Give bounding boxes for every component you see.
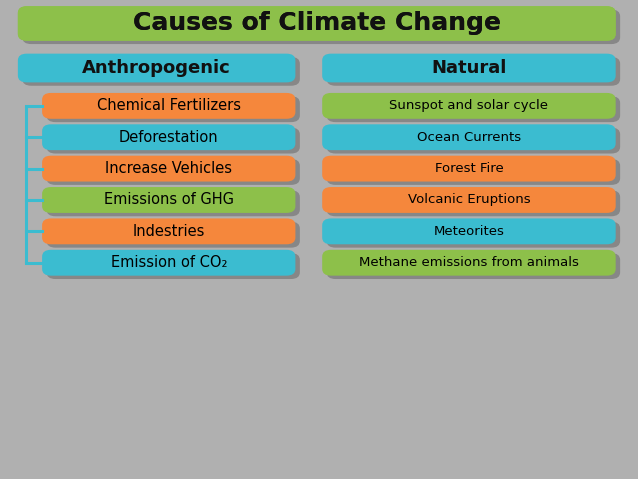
FancyBboxPatch shape: [47, 96, 300, 122]
Text: Forest Fire: Forest Fire: [434, 162, 503, 175]
FancyBboxPatch shape: [47, 222, 300, 248]
FancyBboxPatch shape: [42, 125, 295, 150]
FancyBboxPatch shape: [47, 128, 300, 154]
Text: Ocean Currents: Ocean Currents: [417, 131, 521, 144]
FancyBboxPatch shape: [322, 218, 616, 244]
FancyBboxPatch shape: [22, 57, 300, 86]
Text: Causes of Climate Change: Causes of Climate Change: [133, 11, 501, 35]
FancyBboxPatch shape: [18, 6, 616, 41]
FancyBboxPatch shape: [47, 191, 300, 217]
Text: Emissions of GHG: Emissions of GHG: [104, 193, 234, 207]
FancyBboxPatch shape: [322, 54, 616, 82]
FancyBboxPatch shape: [327, 96, 620, 122]
Text: Anthropogenic: Anthropogenic: [82, 59, 231, 77]
FancyBboxPatch shape: [327, 128, 620, 154]
FancyBboxPatch shape: [327, 253, 620, 279]
Text: Causes of Climate Change: Causes of Climate Change: [133, 11, 501, 35]
Text: Indestries: Indestries: [133, 224, 205, 239]
FancyBboxPatch shape: [327, 57, 620, 86]
FancyBboxPatch shape: [42, 218, 295, 244]
FancyBboxPatch shape: [322, 93, 616, 119]
Text: Increase Vehicles: Increase Vehicles: [105, 161, 232, 176]
Text: Emission of CO₂: Emission of CO₂: [110, 255, 227, 270]
Text: Natural: Natural: [431, 59, 507, 77]
FancyBboxPatch shape: [47, 253, 300, 279]
Text: Sunspot and solar cycle: Sunspot and solar cycle: [389, 99, 549, 113]
FancyBboxPatch shape: [42, 156, 295, 182]
FancyBboxPatch shape: [47, 159, 300, 185]
FancyBboxPatch shape: [22, 10, 620, 44]
FancyBboxPatch shape: [322, 250, 616, 276]
FancyBboxPatch shape: [18, 54, 295, 82]
FancyBboxPatch shape: [322, 156, 616, 182]
Text: Methane emissions from animals: Methane emissions from animals: [359, 256, 579, 269]
FancyBboxPatch shape: [42, 187, 295, 213]
FancyBboxPatch shape: [322, 125, 616, 150]
Text: Volcanic Eruptions: Volcanic Eruptions: [408, 194, 530, 206]
Text: Meteorites: Meteorites: [433, 225, 505, 238]
FancyBboxPatch shape: [327, 191, 620, 217]
FancyBboxPatch shape: [42, 250, 295, 276]
FancyBboxPatch shape: [322, 187, 616, 213]
FancyBboxPatch shape: [327, 222, 620, 248]
Text: Chemical Fertilizers: Chemical Fertilizers: [97, 98, 241, 114]
FancyBboxPatch shape: [327, 159, 620, 185]
FancyBboxPatch shape: [18, 6, 616, 41]
Text: Deforestation: Deforestation: [119, 130, 219, 145]
FancyBboxPatch shape: [42, 93, 295, 119]
